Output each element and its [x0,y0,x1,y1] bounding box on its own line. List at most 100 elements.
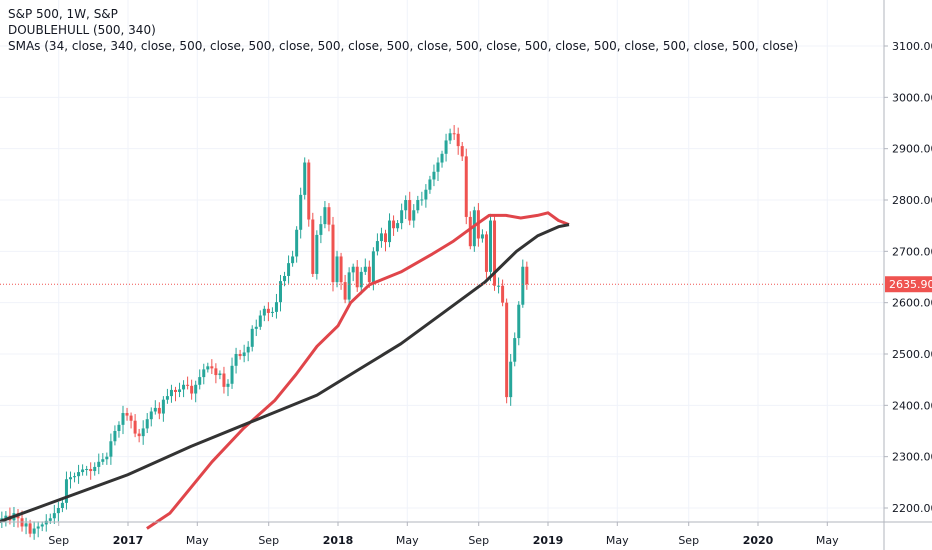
candle-body [283,275,287,282]
candle-body [424,189,428,200]
candle-body [101,459,105,462]
candle-body [513,338,517,362]
last-price-badge [885,276,932,293]
time-tick-label: Sep [468,534,489,547]
candle-body [480,234,484,239]
candle-body [24,523,28,527]
indicator-doublehull[interactable]: DOUBLEHULL (500, 340) [8,23,156,37]
candle-body [307,162,311,220]
candle-body [52,513,56,519]
candle-body [48,518,52,521]
candle-body [440,153,444,163]
candle-body [169,389,173,397]
candle-body [400,210,404,224]
candle-body [303,162,307,195]
candle-body [311,219,315,274]
candle-body [408,200,412,221]
candle-body [206,366,210,370]
candle-body [149,411,153,420]
sma-layer [0,211,570,530]
candle-body [238,354,242,357]
candle-body [335,256,339,283]
candle-body [28,523,32,534]
candle-body [113,431,117,442]
candle-body [355,266,359,288]
candle-body [40,524,44,527]
candle-body [246,346,250,353]
time-tick-label: Sep [258,534,279,547]
candle-body [210,366,214,369]
candle-body [347,272,351,300]
candle-body [319,224,323,235]
candle-body [77,472,81,477]
symbol-title[interactable]: S&P 500, 1W, S&P [8,7,118,21]
candle-body [109,441,113,457]
candle-body [266,308,270,313]
candle-body [226,383,230,387]
candle-body [93,466,97,472]
candle-body [32,528,36,534]
candle-body [287,263,291,276]
candle-body [81,469,85,473]
candle-body [165,396,169,400]
candle-body [214,368,218,376]
candle-body [190,385,194,394]
candle-body [44,520,48,525]
candle-body [448,133,452,141]
candle-body [331,224,335,283]
candle-body [299,194,303,230]
candle-body [125,413,129,416]
candle-body [194,384,198,394]
candle-body [497,285,501,287]
candle-body [89,468,93,472]
candle-body [484,234,488,272]
candle-body [464,156,468,217]
candle-body [4,515,8,519]
candle-body [157,407,161,414]
candle-body [153,407,157,412]
candle-body [351,266,355,273]
candle-body [295,229,299,257]
candle-body [396,223,400,229]
candle-body [97,461,101,467]
candle-body [371,251,375,283]
candle-body [379,233,383,242]
candle-body [468,216,472,247]
time-tick-label: 2020 [743,534,774,547]
price-tick-label: 2500.00 [892,348,932,361]
candle-body [505,302,509,398]
price-axis[interactable]: 2200.00 2300.00 2400.00 2500.00 2600.00 2700.… [883,0,932,550]
price-tick-label: 2400.00 [892,399,932,412]
indicator-smas[interactable]: SMAs (34, close, 340, close, 500, close,… [8,39,799,53]
candle-body [141,428,145,437]
candle-body [198,377,202,385]
candle-body [521,266,525,305]
candle-body [291,256,295,264]
candle-body [270,311,274,313]
price-tick-label: 2600.00 [892,297,932,310]
candle-body [133,420,137,434]
candle-body [230,365,234,384]
candle-body [274,302,278,312]
candle-body [420,199,424,201]
candles-layer [0,125,529,540]
candle-body [428,179,432,190]
candle-body [472,210,476,247]
time-tick-label: 2018 [323,534,354,547]
candle-body [359,271,363,288]
candle-body [178,389,182,392]
candle-body [436,162,440,172]
price-tick-label: 3100.00 [892,40,932,53]
candle-body [222,373,226,387]
candle-body [444,140,448,154]
time-tick-label: Sep [678,534,699,547]
candle-body [161,399,165,414]
last-price-label: 2635.90 [889,278,932,291]
candle-body [56,508,60,514]
candle-body [73,476,77,478]
candle-body [460,146,464,157]
price-tick-label: 3000.00 [892,91,932,104]
time-tick-label: May [606,534,629,547]
time-axis[interactable]: Sep 2017 May Sep 2018 May Sep 2019 May Sep 2020 May [0,521,932,547]
